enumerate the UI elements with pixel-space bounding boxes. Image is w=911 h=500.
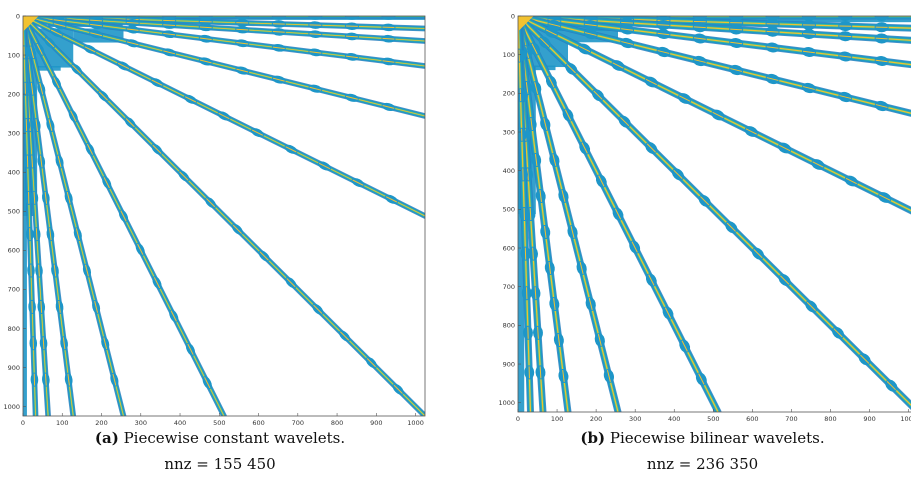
band-ray [518,16,572,412]
y-tick-label: 200 [503,90,515,98]
y-tick-label: 0 [511,12,515,20]
band-ray [518,16,911,69]
x-tick-label: 900 [863,415,875,423]
matrix-pattern [23,16,425,416]
band-ray [23,16,227,416]
x-tick-label: 400 [174,419,186,425]
band-ray [23,16,425,219]
band-bulge [344,16,359,20]
x-tick-label: 100 [56,419,68,425]
y-tick-label: 700 [503,283,515,291]
x-tick-label: 300 [629,415,641,423]
x-tick-label: 0 [516,415,520,423]
x-tick-label: 1000 [407,419,424,425]
y-tick-label: 600 [503,244,515,252]
matrix-pattern [518,16,911,412]
y-tick-label: 800 [8,325,20,333]
x-tick-label: 800 [331,419,343,425]
band-ray [518,16,722,412]
y-tick-label: 600 [8,247,20,255]
axes-frame [517,15,911,413]
band-ray [518,16,535,412]
caption-a: (a) Piecewise constant wavelets. nnz = 1… [0,425,440,477]
band-ray [23,16,127,416]
x-tick-label: 900 [370,419,382,425]
y-tick-label: 1000 [498,399,515,407]
x-tick-label: 1000 [900,415,911,423]
caption-text-b: Piecewise bilinear wavelets. [609,429,825,447]
band-bulge [308,16,323,20]
y-tick-label: 1000 [3,403,20,411]
subfigure-a: 0 100 200 300 400 500 600 700 800 900 1000 0 100 200 3… [0,0,440,500]
y-tick-label: 400 [8,169,20,177]
origin-dense-block [518,16,534,32]
coarse-block [30,66,38,216]
band-bulge [838,16,853,21]
band-ray [518,16,911,117]
x-tick-label: 500 [707,415,719,423]
x-tick-label: 300 [135,419,147,425]
caption-text-a: Piecewise constant wavelets. [123,429,346,447]
axes-frame [22,15,426,417]
sparsity-plot-a: 0 100 200 300 400 500 600 700 800 900 1000 0 100 200 3… [3,12,426,425]
subfigure-b: 0100200300400500600700800900100001002003… [494,0,911,500]
band-bulge [874,16,889,21]
y-tick-label: 300 [8,129,20,137]
x-tick-label: 700 [292,419,304,425]
band-ray [23,16,425,119]
x-tick-label: 200 [590,415,602,423]
x-tick-label: 400 [668,415,680,423]
x-tick-label: 500 [213,419,225,425]
x-tick-label: 100 [551,415,563,423]
y-tick-label: 900 [503,360,515,368]
band-ray [23,16,425,416]
sparsity-plot-b: 0100200300400500600700800900100001002003… [498,12,911,423]
y-tick-label: 0 [16,12,20,20]
x-tick-label: 800 [824,415,836,423]
band-ray [518,16,911,215]
y-tick-label: 700 [8,286,20,294]
y-tick-label: 800 [503,322,515,330]
band-ray [23,16,425,69]
x-tick-label: 700 [785,415,797,423]
caption-tag-b: (b) [580,429,606,447]
y-tick-label: 200 [8,90,20,98]
band-bulge [801,16,816,21]
y-tick-label: 400 [503,167,515,175]
y-tick-label: 500 [503,206,515,214]
x-tick-label: 0 [21,419,25,425]
y-tick-label: 500 [8,208,20,216]
y-tick-label: 900 [8,364,20,372]
band-bulge [235,16,250,20]
nnz-label-a: nnz = 155 450 [164,455,276,473]
y-tick-label: 100 [8,51,20,59]
y-tick-label: 300 [503,128,515,136]
band-bulge [271,16,286,20]
origin-dense-block [23,16,39,32]
band-ray [518,16,622,412]
x-tick-label: 200 [95,419,107,425]
caption-tag-a: (a) [94,429,119,447]
nnz-label-b: nnz = 236 350 [646,455,759,473]
band-ray [23,16,39,416]
x-tick-label: 600 [252,419,264,425]
band-bulge [381,16,396,20]
band-ray [518,16,911,44]
caption-b: (b) Piecewise bilinear wavelets. nnz = 2… [494,425,911,477]
x-tick-label: 600 [746,415,758,423]
y-tick-label: 100 [503,51,515,59]
band-ray [518,16,911,410]
